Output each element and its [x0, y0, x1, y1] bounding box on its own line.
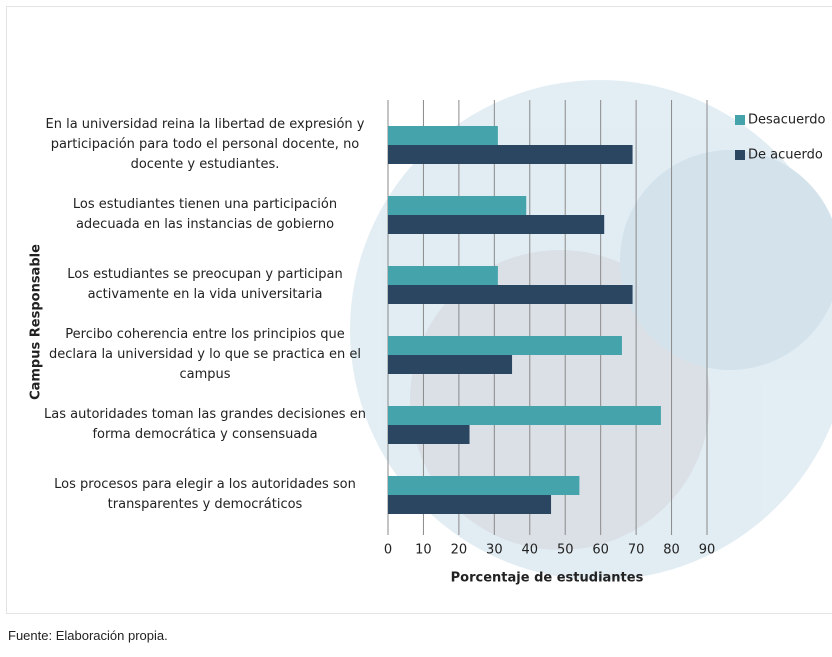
- bar: [388, 285, 633, 304]
- legend-swatch: [735, 115, 745, 125]
- legend-swatch: [735, 150, 745, 160]
- y-tick-label: Los procesos para elegir a los autoridad…: [54, 477, 356, 512]
- bar: [388, 215, 605, 234]
- legend-label: De acuerdo: [748, 148, 823, 163]
- x-tick-label: 20: [451, 543, 468, 558]
- y-tick-label: Los estudiantes se preocupan y participa…: [67, 267, 343, 302]
- bar: [388, 425, 470, 444]
- bar: [388, 336, 622, 355]
- x-tick-label: 80: [663, 543, 680, 558]
- legend-label: Desacuerdo: [748, 113, 826, 128]
- x-tick-label: 10: [415, 543, 432, 558]
- bar: [388, 355, 513, 374]
- x-tick-label: 50: [557, 543, 574, 558]
- y-axis-title: Campus Responsable: [29, 244, 44, 400]
- x-axis-title: Porcentaje de estudiantes: [451, 571, 644, 586]
- x-tick-label: 90: [699, 543, 716, 558]
- x-tick-label: 30: [486, 543, 503, 558]
- y-tick-label: Percibo coherencia entre los principios …: [49, 327, 361, 382]
- bar: [388, 406, 661, 425]
- bar: [388, 266, 498, 285]
- bar: [388, 495, 552, 514]
- y-tick-label: Los estudiantes tienen una participación…: [72, 197, 338, 232]
- x-tick-label: 40: [522, 543, 539, 558]
- y-tick-label: En la universidad reina la libertad de e…: [45, 117, 365, 172]
- x-tick-label: 0: [384, 543, 392, 558]
- source-note: Fuente: Elaboración propia.: [8, 628, 168, 643]
- bar: [388, 476, 580, 495]
- y-tick-label: Las autoridades toman las grandes decisi…: [44, 407, 366, 442]
- bar: [388, 145, 633, 164]
- x-tick-label: 70: [628, 543, 645, 558]
- x-tick-label: 60: [592, 543, 609, 558]
- bar: [388, 126, 498, 145]
- bar: [388, 196, 527, 215]
